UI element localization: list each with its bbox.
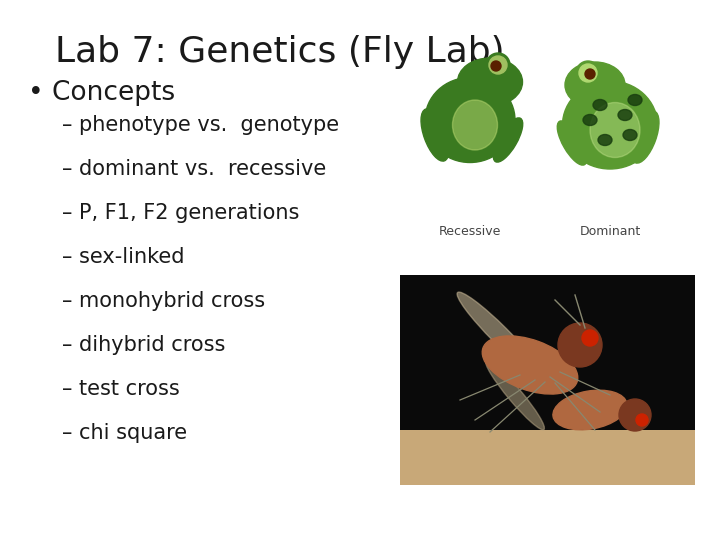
Ellipse shape bbox=[562, 81, 657, 169]
Ellipse shape bbox=[618, 110, 632, 120]
Circle shape bbox=[585, 69, 595, 79]
Ellipse shape bbox=[557, 121, 587, 165]
Ellipse shape bbox=[631, 111, 659, 163]
Text: Dominant: Dominant bbox=[580, 225, 641, 238]
Text: Recessive: Recessive bbox=[438, 225, 501, 238]
Text: Lab 7: Genetics (Fly Lab): Lab 7: Genetics (Fly Lab) bbox=[55, 35, 505, 69]
Ellipse shape bbox=[485, 360, 544, 430]
Ellipse shape bbox=[583, 114, 597, 125]
Bar bbox=[390, 25, 700, 230]
Circle shape bbox=[619, 399, 651, 431]
Ellipse shape bbox=[628, 94, 642, 105]
Ellipse shape bbox=[452, 100, 498, 150]
Text: – phenotype vs.  genotype: – phenotype vs. genotype bbox=[62, 115, 339, 135]
Text: – sex-linked: – sex-linked bbox=[62, 247, 184, 267]
Circle shape bbox=[558, 323, 602, 367]
Circle shape bbox=[576, 61, 600, 85]
Ellipse shape bbox=[598, 134, 612, 145]
Circle shape bbox=[636, 414, 648, 426]
Ellipse shape bbox=[421, 109, 449, 161]
Ellipse shape bbox=[553, 390, 627, 430]
Circle shape bbox=[489, 56, 507, 74]
Ellipse shape bbox=[623, 130, 637, 140]
Ellipse shape bbox=[565, 62, 625, 108]
Text: – dominant vs.  recessive: – dominant vs. recessive bbox=[62, 159, 326, 179]
Bar bbox=[400, 430, 695, 485]
Ellipse shape bbox=[482, 336, 577, 394]
Ellipse shape bbox=[457, 292, 543, 378]
Ellipse shape bbox=[493, 118, 523, 162]
Ellipse shape bbox=[425, 78, 515, 163]
Text: – P, F1, F2 generations: – P, F1, F2 generations bbox=[62, 203, 300, 223]
Text: – monohybrid cross: – monohybrid cross bbox=[62, 291, 265, 311]
Circle shape bbox=[582, 330, 598, 346]
Bar bbox=[400, 275, 695, 485]
Ellipse shape bbox=[593, 99, 607, 111]
Circle shape bbox=[486, 53, 510, 77]
Text: – dihybrid cross: – dihybrid cross bbox=[62, 335, 225, 355]
Ellipse shape bbox=[457, 58, 523, 106]
Text: • Concepts: • Concepts bbox=[28, 80, 175, 106]
Text: – chi square: – chi square bbox=[62, 423, 187, 443]
Circle shape bbox=[579, 64, 597, 82]
Ellipse shape bbox=[590, 103, 640, 158]
Circle shape bbox=[491, 61, 501, 71]
Text: – test cross: – test cross bbox=[62, 379, 180, 399]
